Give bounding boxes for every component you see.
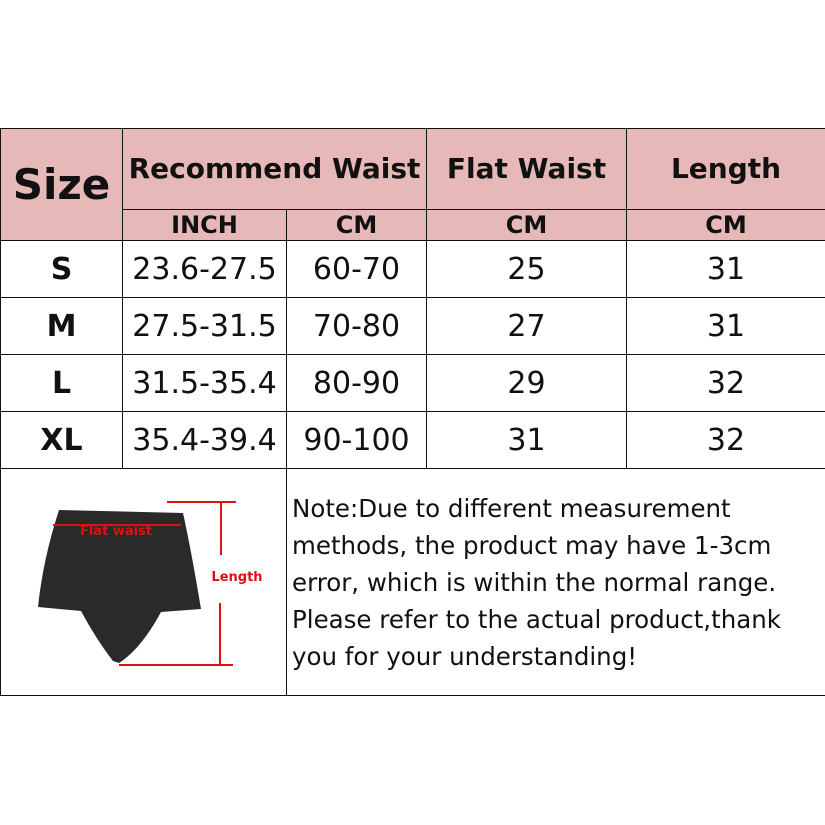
size-chart-table: Size Recommend Waist Flat Waist Length I… (0, 128, 825, 696)
length-cell: 31 (626, 240, 825, 298)
header-size: Size (0, 128, 123, 241)
length-label: Length (211, 570, 262, 585)
table-row: L 31.5-35.4 80-90 29 32 (0, 354, 825, 412)
length-cell: 31 (626, 297, 825, 355)
cm-cell: 90-100 (285, 411, 428, 469)
table-row: M 27.5-31.5 70-80 27 31 (0, 297, 825, 355)
inch-cell: 35.4-39.4 (122, 411, 287, 469)
note-text: Note:Due to different measurement method… (285, 468, 825, 696)
size-cell: S (0, 240, 123, 298)
length-cell: 32 (626, 354, 825, 412)
header-recommend-waist: Recommend Waist (121, 128, 428, 210)
flat-waist-cell: 31 (426, 411, 628, 469)
header-flat-waist: Flat Waist (426, 128, 628, 210)
unit-cm-length: CM (626, 209, 825, 241)
inch-cell: 23.6-27.5 (122, 240, 287, 298)
shapewear-image (38, 510, 201, 663)
product-diagram: Flat waist Length (38, 501, 263, 666)
table-row: XL 35.4-39.4 90-100 31 32 (0, 411, 825, 469)
size-cell: M (0, 297, 123, 355)
unit-cm-flat: CM (426, 209, 628, 241)
inch-cell: 31.5-35.4 (122, 354, 287, 412)
inch-cell: 27.5-31.5 (122, 297, 287, 355)
cm-cell: 80-90 (285, 354, 428, 412)
unit-cm: CM (285, 209, 428, 241)
flat-waist-label: Flat waist (80, 524, 152, 539)
unit-inch: INCH (122, 209, 287, 241)
cm-cell: 60-70 (285, 240, 428, 298)
cm-cell: 70-80 (285, 297, 428, 355)
header-length: Length (626, 128, 825, 210)
length-cell: 32 (626, 411, 825, 469)
size-cell: XL (0, 411, 123, 469)
table-row: S 23.6-27.5 60-70 25 31 (0, 240, 825, 298)
size-cell: L (0, 354, 123, 412)
flat-waist-cell: 27 (426, 297, 628, 355)
flat-waist-cell: 25 (426, 240, 628, 298)
flat-waist-cell: 29 (426, 354, 628, 412)
product-diagram-cell: Flat waist Length (0, 468, 287, 696)
